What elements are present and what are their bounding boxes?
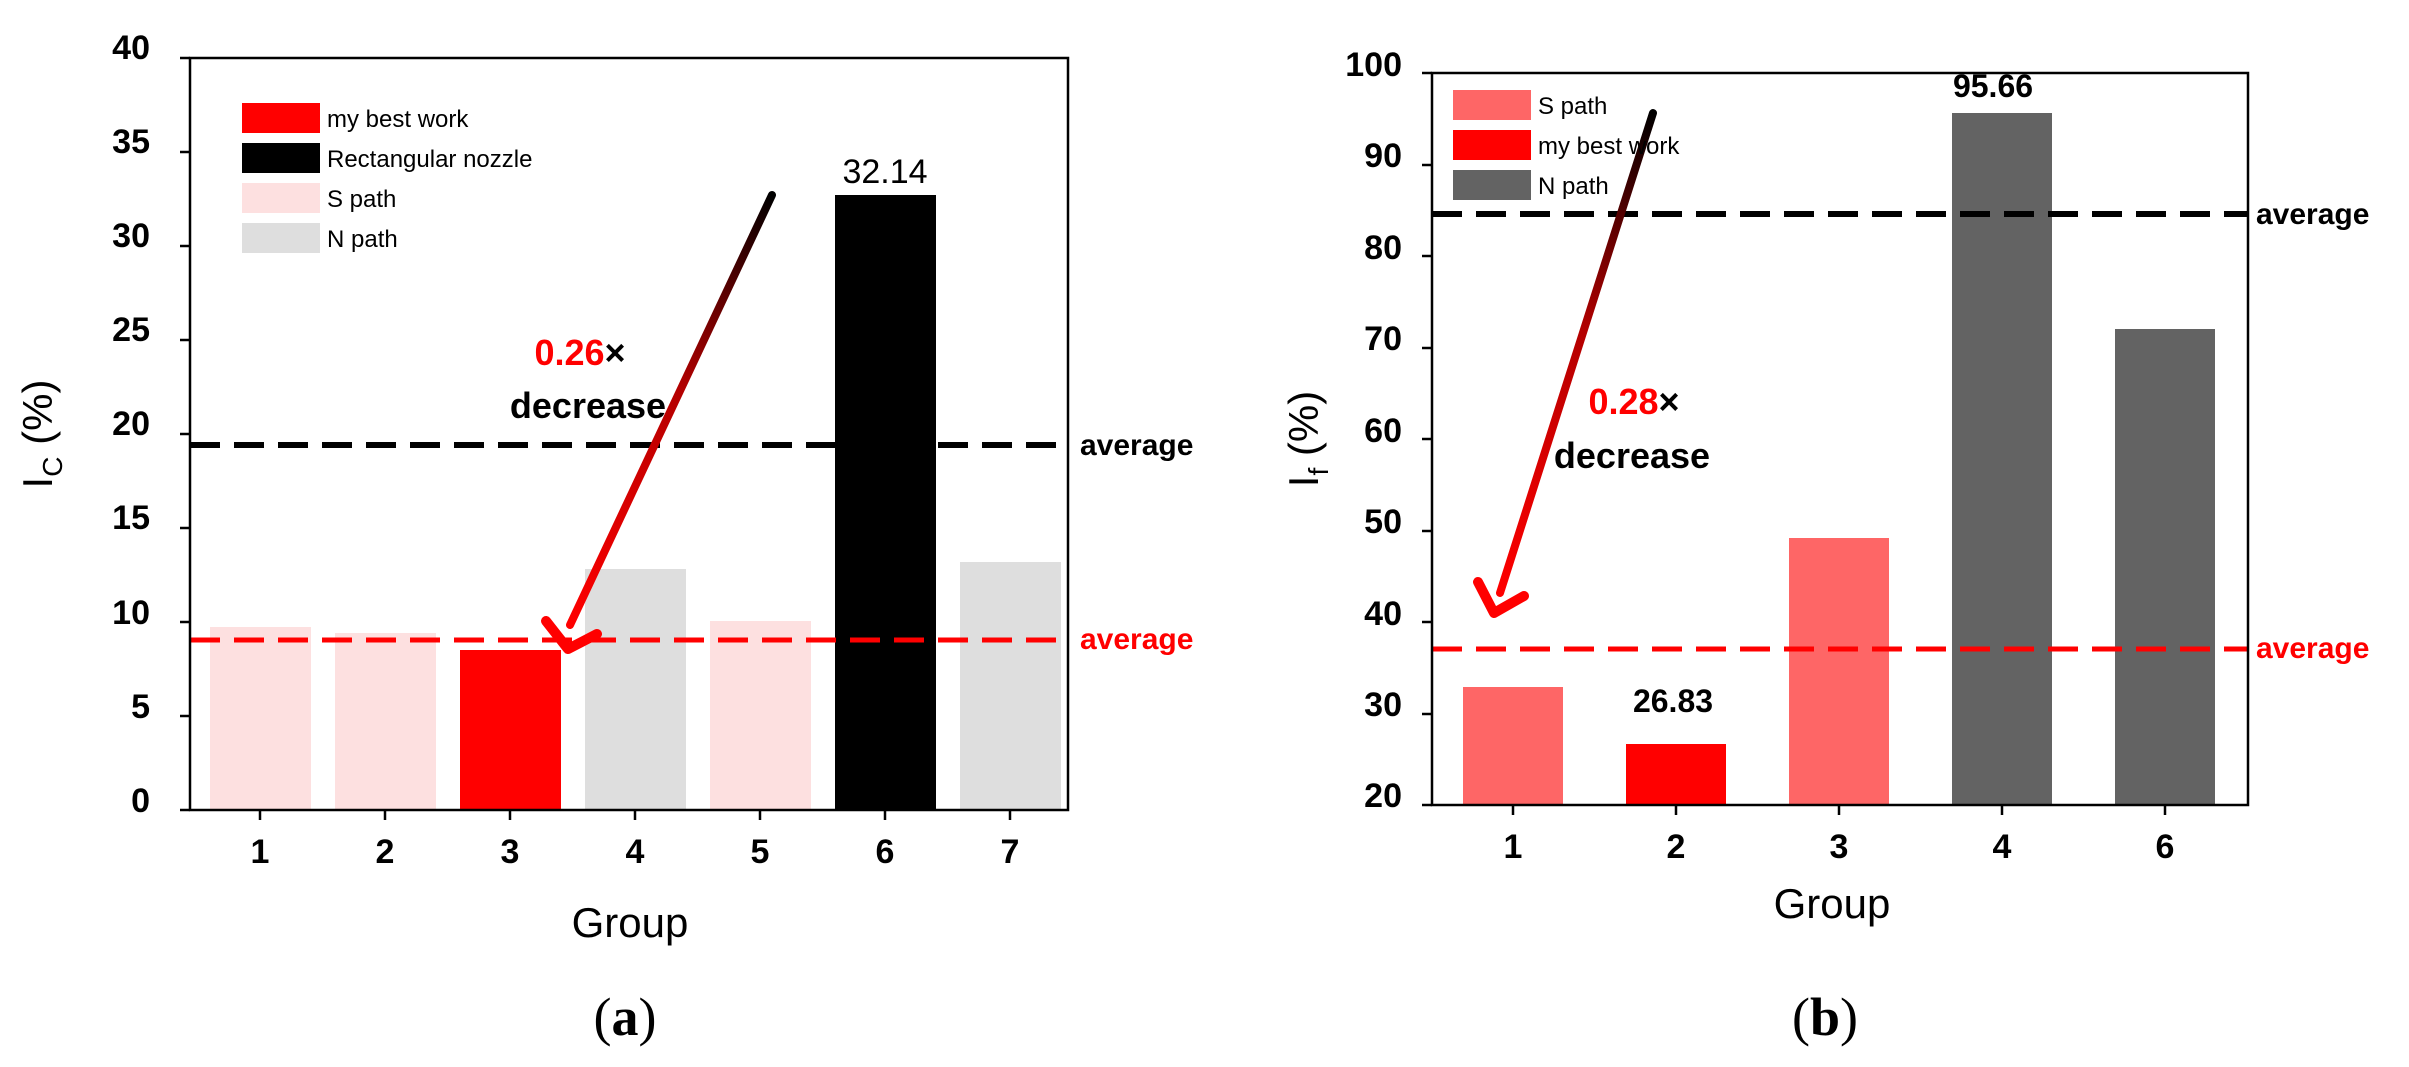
chart-b-bar-4 xyxy=(1952,113,2052,805)
chart-b-ytick-3: 50 xyxy=(1364,503,1402,541)
chart-a-x-ticks: 1 2 3 4 5 6 7 xyxy=(251,833,1020,871)
chart-a-ytick-3: 15 xyxy=(112,499,150,537)
chart-b-bar-1 xyxy=(1463,687,1563,805)
chart-a-bar-6 xyxy=(835,195,936,810)
chart-a-legend: my best work Rectangular nozzle S path N… xyxy=(242,103,532,253)
chart-a-data-label-6: 32.14 xyxy=(842,153,927,191)
chart-b-tick-marks xyxy=(1422,71,2167,815)
chart-b-legend-swatch-0 xyxy=(1453,90,1531,120)
chart-a-legend-swatch-2 xyxy=(242,183,320,213)
chart-b-ytick-6: 80 xyxy=(1364,229,1402,267)
chart-b-y-ticks: 20 30 40 50 60 70 80 90 100 xyxy=(1345,46,1402,815)
chart-b-legend-swatch-1 xyxy=(1453,130,1531,160)
chart-a-decrease-arrow xyxy=(566,191,776,629)
chart-b-caption: (b) xyxy=(1792,987,1858,1047)
chart-a-bar-5 xyxy=(710,621,811,810)
chart-a-bar-2 xyxy=(335,633,436,810)
chart-b-legend-label-2: N path xyxy=(1538,173,1609,200)
chart-a-ytick-6: 30 xyxy=(112,217,150,255)
chart-a-annotation-factor: 0.26× xyxy=(534,332,625,373)
chart-b-legend: S path my best work N path xyxy=(1453,90,1680,200)
chart-a-legend-label-0: my best work xyxy=(327,106,469,133)
chart-a-bar-4 xyxy=(585,569,686,810)
chart-b-y-axis-label: If (%) xyxy=(1280,391,1334,487)
chart-a-bar-1 xyxy=(210,627,311,810)
chart-b-ytick-0: 20 xyxy=(1364,777,1402,815)
chart-b-legend-label-0: S path xyxy=(1538,93,1607,120)
chart-b-legend-label-1: my best work xyxy=(1538,133,1680,160)
chart-a-legend-swatch-1 xyxy=(242,143,320,173)
chart-a-legend-label-1: Rectangular nozzle xyxy=(327,146,532,173)
chart-a: 0 5 10 15 20 25 30 35 40 average average… xyxy=(14,29,1193,1047)
chart-b-ytick-4: 60 xyxy=(1364,412,1402,450)
chart-a-legend-label-3: N path xyxy=(327,226,398,253)
chart-a-ytick-2: 10 xyxy=(112,594,150,632)
chart-a-xtick-3: 3 xyxy=(501,833,520,871)
chart-b-decrease-arrow xyxy=(1496,109,1657,597)
chart-a-annotation-word: decrease xyxy=(510,385,666,426)
chart-b-data-label-2: 26.83 xyxy=(1633,683,1713,719)
chart-b-xtick-6: 6 xyxy=(2156,828,2175,866)
chart-b-bar-3 xyxy=(1789,538,1889,805)
chart-b-arrowhead xyxy=(1473,577,1529,618)
chart-a-caption: (a) xyxy=(594,987,657,1047)
chart-a-xtick-7: 7 xyxy=(1001,833,1020,871)
chart-b-ytick-5: 70 xyxy=(1364,320,1402,358)
chart-b-xtick-2: 2 xyxy=(1667,828,1686,866)
chart-b: 20 30 40 50 60 70 80 90 100 average aver… xyxy=(1280,46,2369,1047)
chart-a-ytick-5: 25 xyxy=(112,311,150,349)
chart-a-ytick-8: 40 xyxy=(112,29,150,67)
chart-b-xtick-1: 1 xyxy=(1504,828,1523,866)
chart-a-xtick-5: 5 xyxy=(751,833,770,871)
chart-b-xtick-4: 4 xyxy=(1993,828,2012,866)
chart-a-bar-3 xyxy=(460,650,561,810)
chart-b-annotation-factor: 0.28× xyxy=(1588,381,1679,422)
chart-b-bar-6 xyxy=(2115,329,2215,805)
chart-b-ytick-1: 30 xyxy=(1364,686,1402,724)
chart-a-legend-label-2: S path xyxy=(327,186,396,213)
chart-a-xtick-2: 2 xyxy=(376,833,395,871)
chart-b-legend-swatch-2 xyxy=(1453,170,1531,200)
chart-b-average-label-black: average xyxy=(2256,198,2369,231)
chart-a-xtick-4: 4 xyxy=(626,833,645,871)
chart-b-xtick-3: 3 xyxy=(1830,828,1849,866)
chart-b-ytick-2: 40 xyxy=(1364,595,1402,633)
chart-b-ytick-7: 90 xyxy=(1364,137,1402,175)
chart-b-ytick-8: 100 xyxy=(1345,46,1402,84)
chart-a-average-label-black: average xyxy=(1080,429,1193,462)
chart-b-x-axis-label: Group xyxy=(1774,880,1891,927)
chart-a-ytick-4: 20 xyxy=(112,405,150,443)
chart-a-legend-swatch-3 xyxy=(242,223,320,253)
chart-a-x-axis-label: Group xyxy=(572,899,689,946)
chart-a-legend-swatch-0 xyxy=(242,103,320,133)
chart-b-bar-2 xyxy=(1626,744,1726,805)
chart-a-y-axis-label: IC (%) xyxy=(14,380,68,489)
chart-b-x-ticks: 1 2 3 4 6 xyxy=(1504,828,2175,866)
chart-a-bar-7 xyxy=(960,562,1061,810)
chart-a-ytick-7: 35 xyxy=(112,123,150,161)
chart-a-ytick-0: 0 xyxy=(131,782,150,820)
chart-a-ytick-1: 5 xyxy=(131,688,150,726)
chart-a-arrowhead xyxy=(541,616,602,654)
chart-a-xtick-1: 1 xyxy=(251,833,270,871)
chart-b-annotation-word: decrease xyxy=(1554,435,1710,476)
chart-a-average-label-red: average xyxy=(1080,623,1193,656)
chart-a-y-ticks: 0 5 10 15 20 25 30 35 40 xyxy=(112,29,150,820)
chart-a-xtick-6: 6 xyxy=(876,833,895,871)
chart-b-average-label-red: average xyxy=(2256,632,2369,665)
chart-a-tick-marks xyxy=(180,56,1012,820)
